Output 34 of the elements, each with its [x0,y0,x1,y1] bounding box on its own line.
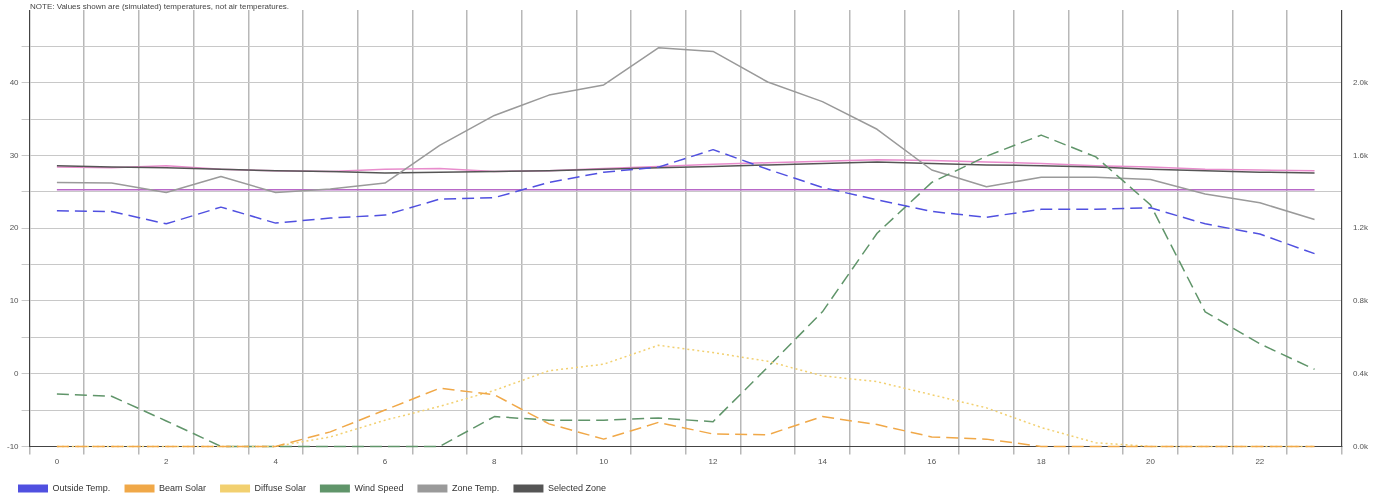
x-tick-label: 6 [382,457,388,467]
x-tick-label: 2 [164,457,170,467]
y2-tick-label: 1.2k [1352,223,1369,233]
x-tick-label: 16 [927,457,937,467]
y2-tick-label: 0.8k [1352,296,1369,306]
y2-tick-label: 2.0k [1352,77,1369,87]
x-tick-label: 10 [599,457,609,467]
x-tick-label: 4 [273,457,279,467]
annotation: NOTE: Values shown are (simulated) temperatures, not air temperatures. [30,2,290,11]
line-series [56,387,1316,448]
y2-tick-label: 0.0k [1352,441,1369,451]
legend-label: Wind Speed [354,482,404,493]
y-tick-label: 40 [9,77,20,87]
line-series [56,148,1316,255]
y2-tick-label: 1.6k [1352,150,1369,160]
y-tick-label: 30 [9,150,20,160]
x-tick-label: 12 [708,457,719,467]
legend-label: Selected Zone [547,482,606,493]
y-tick-label: 0 [14,368,20,378]
y-tick-label: -10 [7,441,20,451]
x-tick-label: 14 [817,457,828,467]
x-tick-label: 18 [1036,457,1047,467]
y-tick-label: 10 [9,296,20,306]
legend-label: Zone Temp. [451,482,500,493]
x-tick-label: 22 [1255,457,1265,467]
legend-label: Beam Solar [159,482,207,493]
legend-label: Outside Temp. [52,482,111,493]
x-tick-label: 0 [54,457,60,467]
legend-label: Diffuse Solar [254,482,306,493]
y-tick-label: 20 [9,223,20,233]
line-series [56,134,1316,448]
x-tick-label: 8 [492,457,498,467]
y2-tick-label: 0.4k [1352,368,1369,378]
x-tick-label: 20 [1146,457,1156,467]
